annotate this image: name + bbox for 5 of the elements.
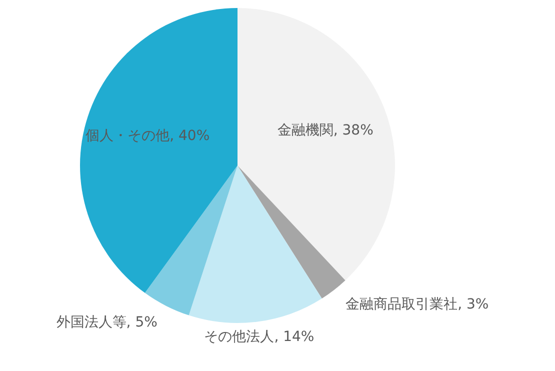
slice-label: 金融商品取引業社, 3% [346,296,489,313]
slice-label: 外国法人等, 5% [56,314,158,330]
slice-label: その他法人, 14% [204,329,314,346]
slice-label: 個人・その他, 40% [86,128,210,144]
slice-label: 金融機関, 38% [277,122,374,138]
